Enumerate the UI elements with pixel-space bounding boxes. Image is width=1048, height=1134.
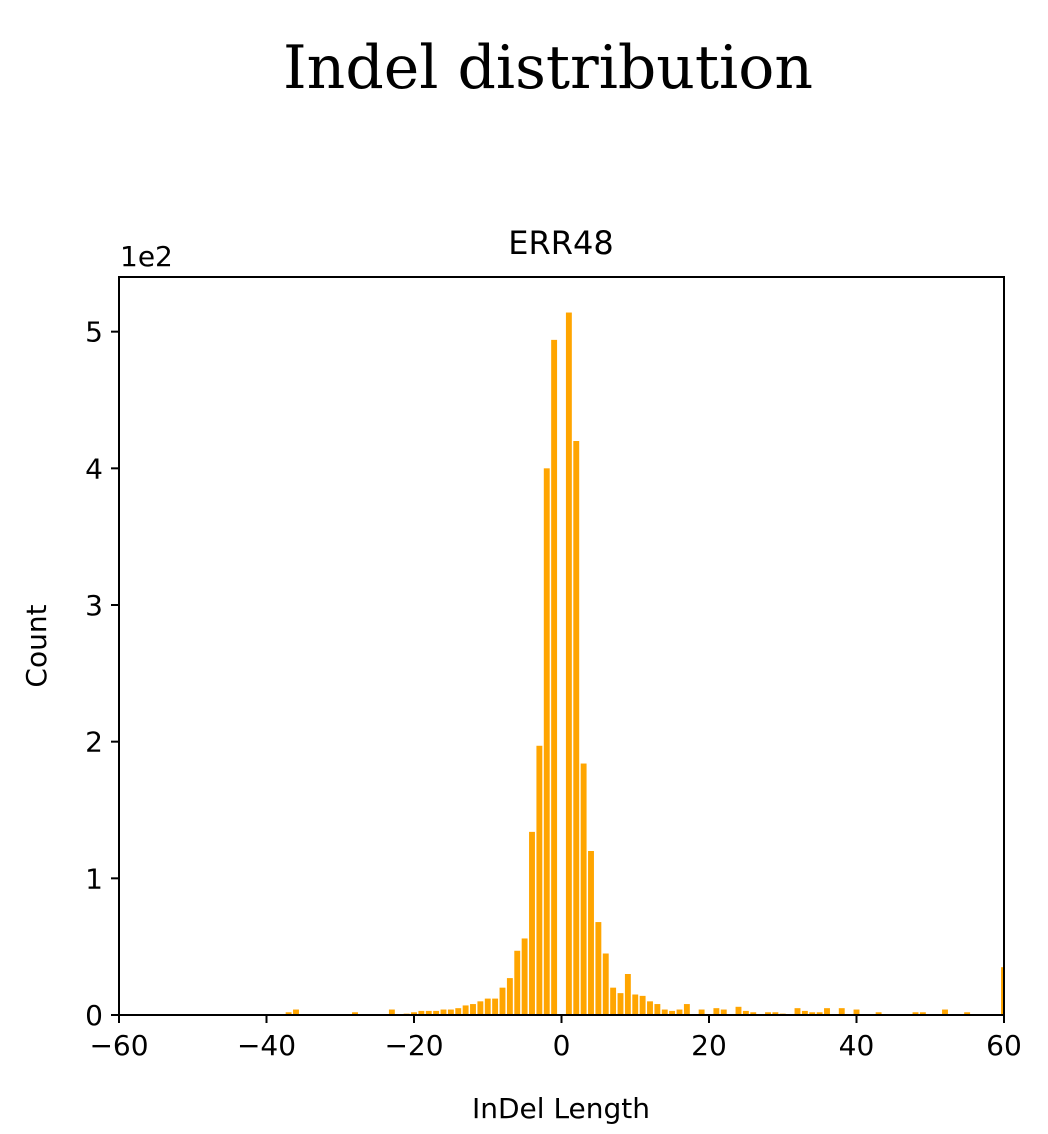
- x-tick-label: 40: [839, 1029, 875, 1062]
- bar: [551, 339, 558, 1015]
- y-tick-label: 1: [85, 862, 103, 895]
- bar: [418, 1010, 425, 1015]
- bar: [1001, 967, 1004, 1015]
- bar: [506, 978, 513, 1015]
- bar: [639, 995, 646, 1015]
- bar: [647, 1001, 653, 1015]
- bar: [536, 745, 543, 1015]
- bar: [824, 1008, 830, 1015]
- figure-title: Indel distribution: [283, 33, 813, 103]
- bar: [433, 1010, 440, 1015]
- bar: [388, 1009, 395, 1015]
- bar: [661, 1009, 668, 1015]
- bar: [573, 441, 580, 1015]
- bar: [669, 1010, 676, 1015]
- bar: [801, 1010, 808, 1015]
- bar: [514, 950, 521, 1015]
- bar: [470, 1004, 476, 1015]
- bar: [499, 987, 506, 1015]
- bar: [919, 1012, 926, 1015]
- bar: [425, 1010, 432, 1015]
- bar: [595, 922, 602, 1015]
- bar: [742, 1010, 749, 1015]
- bar: [765, 1012, 771, 1015]
- y-axis-ticks: 0 1 2 3 4 5: [85, 316, 119, 1032]
- bar: [411, 1012, 417, 1015]
- bar: [720, 1009, 727, 1015]
- bar: [580, 763, 587, 1015]
- y-axis-label: Count: [20, 604, 53, 687]
- bars-group: [285, 312, 1004, 1015]
- bar: [602, 953, 609, 1015]
- y-tick-label: 3: [85, 589, 103, 622]
- y-tick-label: 2: [85, 726, 103, 759]
- x-tick-label: 20: [691, 1029, 727, 1062]
- bar: [455, 1008, 462, 1015]
- bar: [610, 987, 617, 1015]
- x-tick-label: 0: [553, 1029, 571, 1062]
- x-axis-ticks: −60 −40 −20 0 20 40 60: [89, 1015, 1022, 1062]
- y-tick-label: 5: [85, 316, 103, 349]
- bar: [942, 1009, 948, 1015]
- bar: [853, 1009, 860, 1015]
- x-axis-label: InDel Length: [472, 1092, 650, 1125]
- bar: [352, 1012, 358, 1015]
- y-offset-label: 1e2: [120, 240, 173, 273]
- bar: [447, 1009, 454, 1015]
- bar: [529, 831, 535, 1015]
- bar: [698, 1009, 705, 1015]
- axes-title: ERR48: [508, 224, 613, 262]
- bar: [624, 974, 631, 1015]
- bar: [772, 1012, 779, 1015]
- plot-frame: [118, 276, 1005, 1016]
- bar: [838, 1008, 845, 1015]
- bar: [816, 1012, 823, 1015]
- bar: [617, 993, 624, 1015]
- y-tick-label: 4: [85, 452, 103, 485]
- bar: [964, 1012, 971, 1015]
- bar: [713, 1008, 720, 1015]
- bar: [632, 994, 639, 1015]
- bar: [735, 1006, 742, 1015]
- x-tick-label: −40: [237, 1029, 296, 1062]
- bar: [492, 998, 499, 1015]
- bar: [794, 1008, 801, 1015]
- bar: [285, 1012, 292, 1015]
- bar: [462, 1005, 469, 1015]
- bar: [543, 468, 550, 1015]
- bar: [683, 1004, 690, 1015]
- bar: [676, 1009, 683, 1015]
- bar: [588, 851, 594, 1015]
- bar: [484, 998, 491, 1015]
- bar: [750, 1012, 757, 1015]
- bar: [654, 1004, 661, 1015]
- bar: [477, 1001, 484, 1015]
- x-tick-label: 60: [986, 1029, 1022, 1062]
- y-tick-label: 0: [85, 999, 103, 1032]
- bar: [565, 312, 572, 1015]
- bar: [521, 938, 528, 1015]
- x-tick-label: −20: [384, 1029, 443, 1062]
- bar: [912, 1012, 919, 1015]
- bar: [440, 1009, 447, 1015]
- bar: [293, 1009, 299, 1015]
- bar: [809, 1012, 816, 1015]
- bar: [875, 1012, 882, 1015]
- x-tick-label: −60: [89, 1029, 148, 1062]
